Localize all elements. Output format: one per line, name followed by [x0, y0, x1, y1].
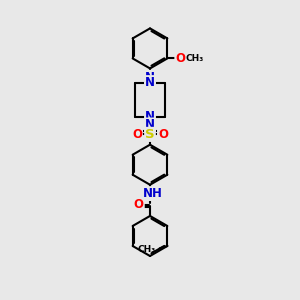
- Text: O: O: [158, 128, 168, 141]
- Text: N: N: [145, 71, 155, 84]
- Text: N: N: [145, 110, 155, 123]
- Text: O: O: [132, 128, 142, 141]
- Text: CH₃: CH₃: [137, 245, 156, 254]
- Text: O: O: [175, 52, 185, 65]
- Text: N: N: [145, 76, 155, 89]
- Text: N: N: [145, 118, 155, 131]
- Text: S: S: [145, 128, 155, 141]
- Text: CH₃: CH₃: [185, 54, 203, 63]
- Text: NH: NH: [142, 187, 162, 200]
- Text: O: O: [134, 198, 144, 211]
